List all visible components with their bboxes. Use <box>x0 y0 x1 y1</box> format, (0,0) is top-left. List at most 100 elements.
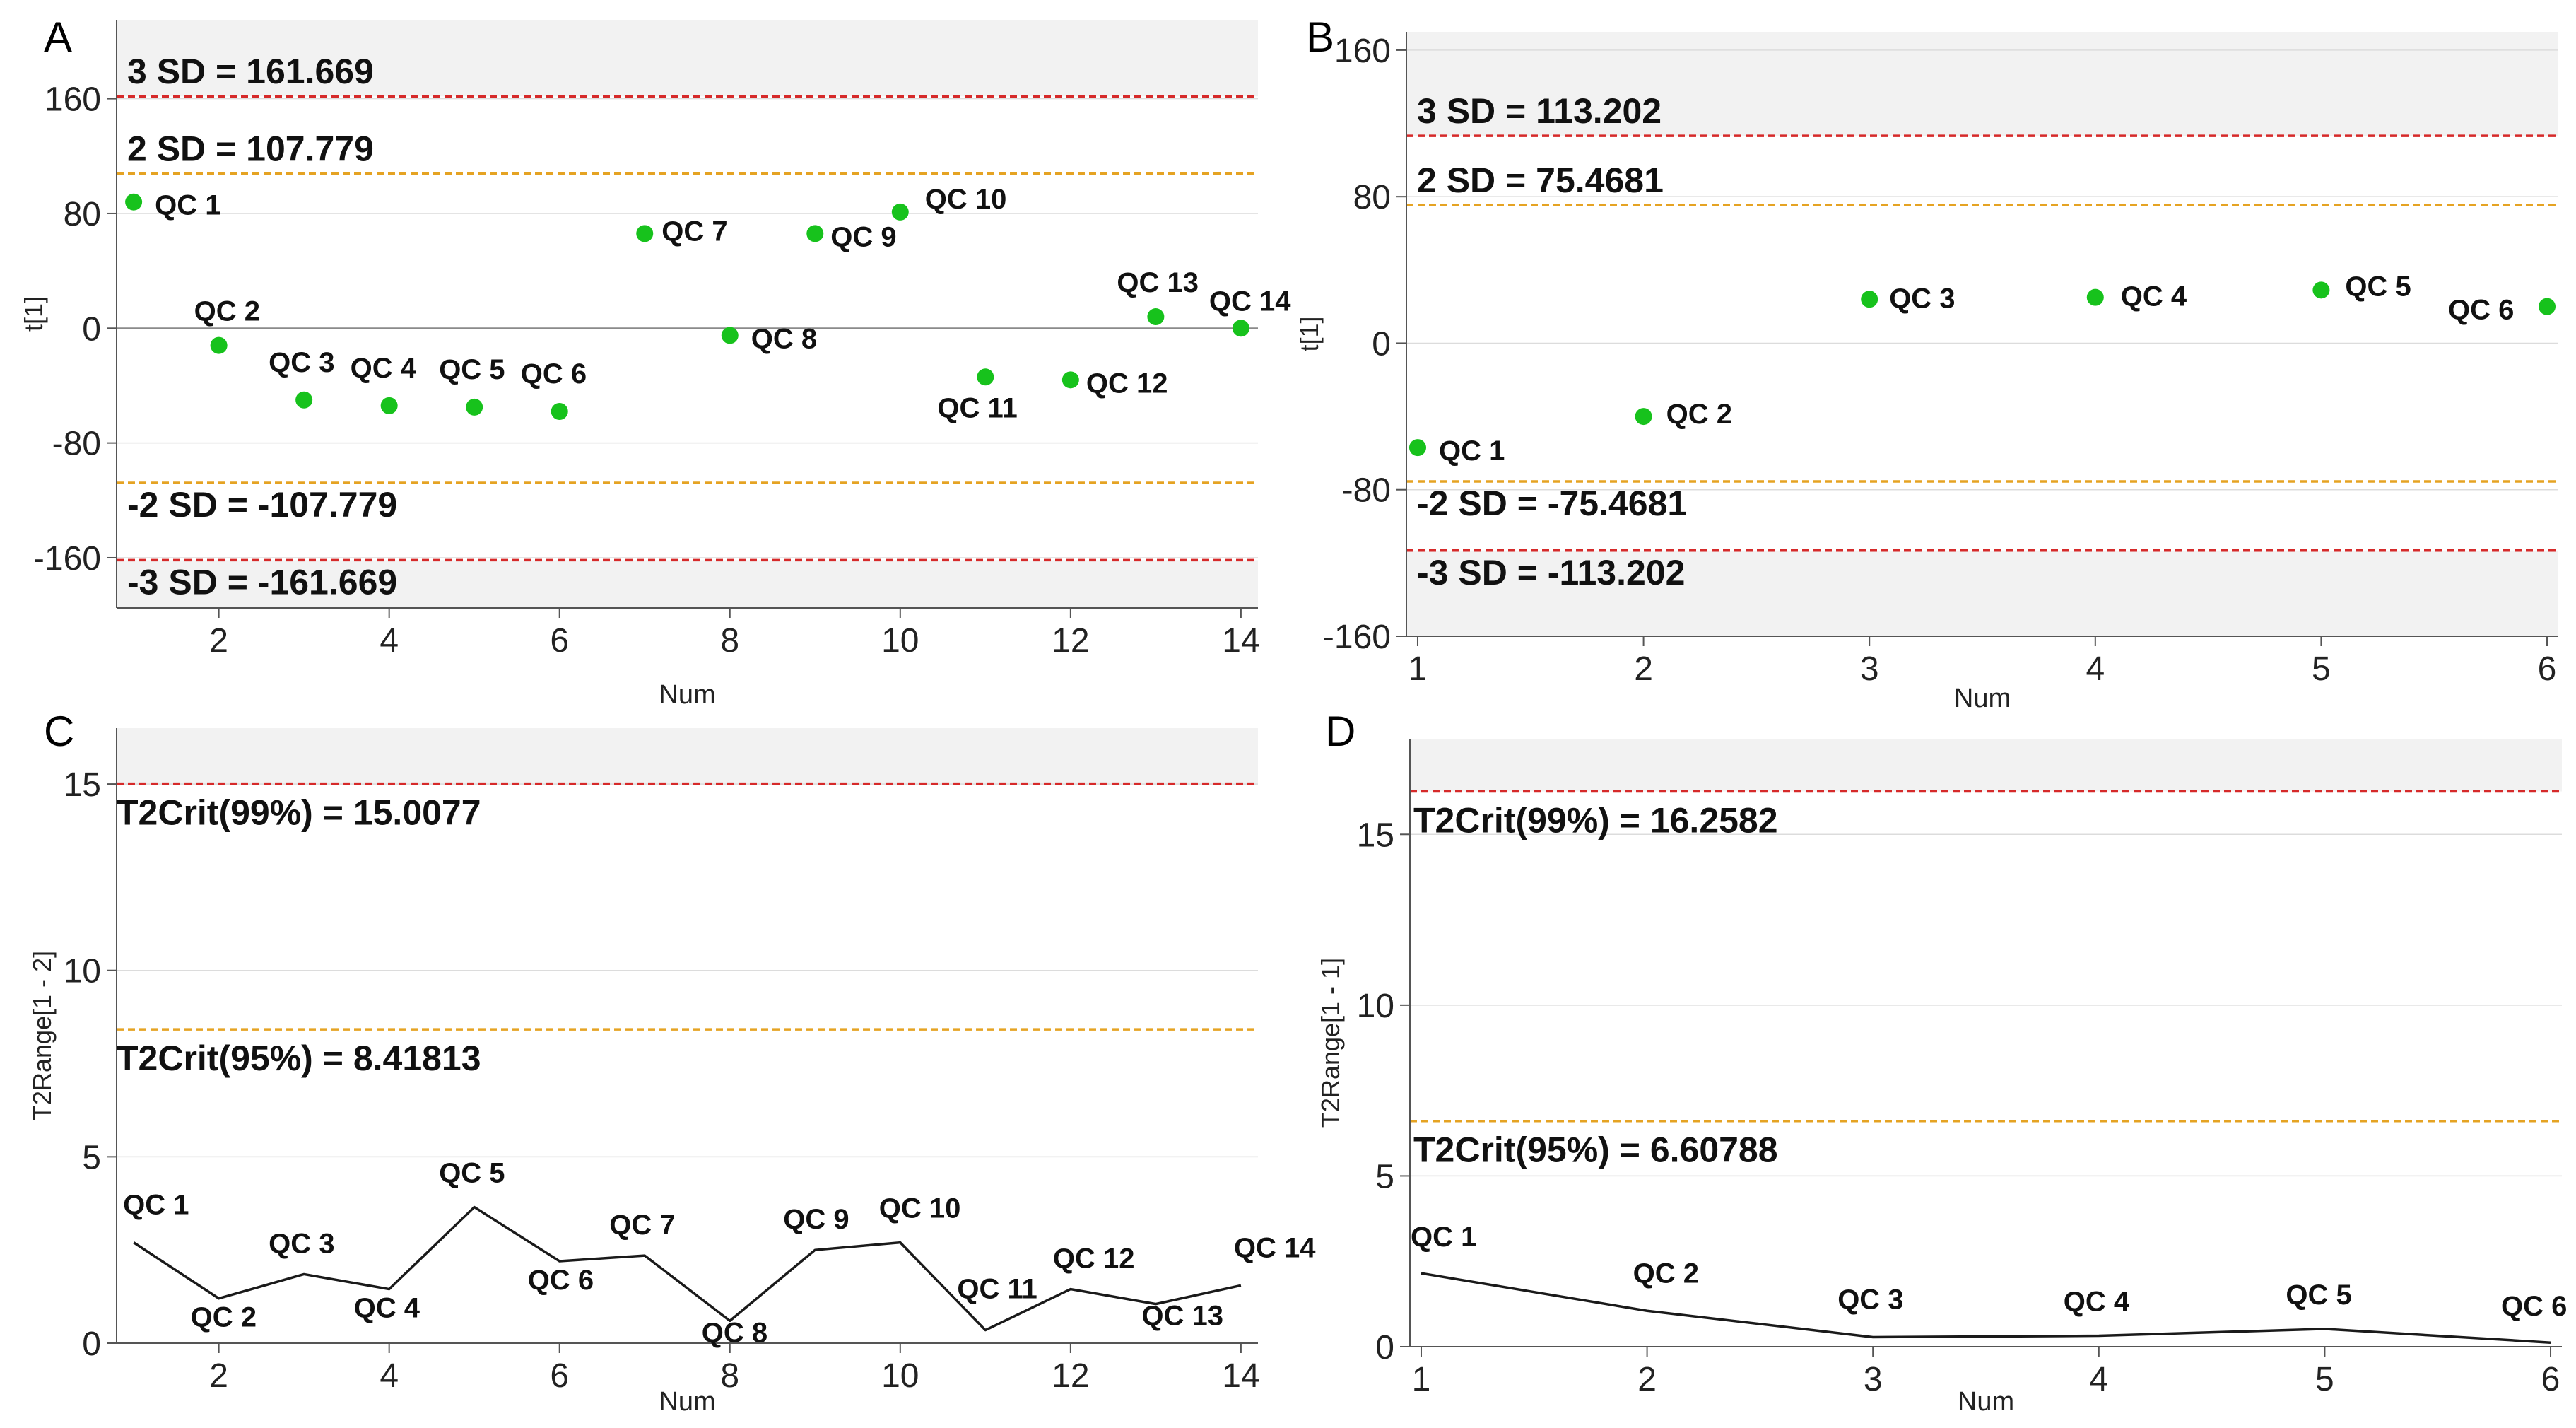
point-label: QC 3 <box>269 347 334 378</box>
y-tick-label: -160 <box>1323 619 1391 656</box>
x-tick-label: 4 <box>2089 1361 2108 1398</box>
series-line <box>133 1205 1242 1332</box>
x-tick-label: 2 <box>1637 1361 1657 1398</box>
x-tick-label: 4 <box>380 622 399 660</box>
x-axis-title: Num <box>659 1387 715 1417</box>
point-label: QC 12 <box>1053 1243 1135 1275</box>
reference-line-label: -2 SD = -107.779 <box>127 485 397 525</box>
point-label: QC 8 <box>751 323 817 354</box>
point-label: QC 10 <box>879 1193 961 1224</box>
point-label: QC 4 <box>351 353 417 384</box>
data-point <box>1635 408 1652 426</box>
point-label: QC 13 <box>1117 267 1199 298</box>
point-label: QC 5 <box>439 354 505 385</box>
reference-line-label: 2 SD = 107.779 <box>127 129 374 169</box>
point-label: QC 6 <box>521 358 587 390</box>
reference-line-label: 2 SD = 75.4681 <box>1417 160 1664 200</box>
panel-c: T2Crit(99%) = 15.0077 T2Crit(95%) = 8.418… <box>0 707 1316 1428</box>
x-axis-title: Num <box>1954 684 2011 713</box>
x-tick-label: 14 <box>1222 1357 1259 1395</box>
data-point <box>1408 439 1426 457</box>
y-tick-label: 5 <box>1375 1158 1394 1195</box>
shaded-band <box>1406 550 2558 636</box>
point-label: QC 5 <box>439 1158 505 1189</box>
data-point <box>380 397 398 414</box>
panel-d: T2Crit(99%) = 16.2582 T2Crit(95%) = 6.607… <box>1286 707 2576 1428</box>
point-label: QC 11 <box>937 392 1017 423</box>
point-label: QC 4 <box>2121 281 2187 312</box>
x-tick-label: 8 <box>720 622 739 660</box>
y-tick-label: 160 <box>45 81 101 119</box>
point-label: QC 1 <box>1411 1222 1476 1253</box>
y-tick-label: 160 <box>1334 33 1391 70</box>
plot-area <box>117 728 1258 1343</box>
x-tick-label: 1 <box>1412 1361 1431 1398</box>
y-axis-title: T2Range[1 - 1] <box>1316 958 1345 1128</box>
x-tick-label: 3 <box>1864 1361 1883 1398</box>
reference-line-label: -3 SD = -113.202 <box>1417 553 1685 592</box>
chart-svg-a: 3 SD = 161.669 2 SD = 107.779 -2 SD = -107… <box>19 20 1291 710</box>
point-label: QC 3 <box>1837 1284 1903 1315</box>
data-point <box>125 193 143 211</box>
y-tick-label: -160 <box>33 540 101 578</box>
x-tick-label: 6 <box>2541 1361 2560 1398</box>
data-point <box>1861 291 1878 308</box>
point-label: QC 1 <box>155 190 220 221</box>
point-label: QC 1 <box>123 1190 189 1221</box>
x-tick-label: 6 <box>2538 650 2557 688</box>
point-label: QC 11 <box>957 1274 1037 1305</box>
shaded-band <box>117 560 1258 608</box>
x-tick-label: 2 <box>209 622 228 660</box>
y-tick-label: 80 <box>64 196 101 233</box>
y-tick-label: -80 <box>52 426 101 463</box>
reference-line-label: 3 SD = 113.202 <box>1417 91 1662 131</box>
point-label: QC 7 <box>609 1210 675 1241</box>
shaded-band <box>117 20 1258 97</box>
x-tick-label: 8 <box>720 1357 739 1395</box>
point-label: QC 10 <box>925 184 1007 215</box>
reference-line-label: T2Crit(95%) = 6.60788 <box>1413 1130 1778 1170</box>
data-point <box>295 391 313 409</box>
x-tick-label: 12 <box>1052 1357 1089 1395</box>
reference-line-label: -2 SD = -75.4681 <box>1417 484 1687 523</box>
x-tick-label: 2 <box>1634 650 1653 688</box>
data-point <box>1147 308 1165 326</box>
chart-svg-d: T2Crit(99%) = 16.2582 T2Crit(95%) = 6.607… <box>1316 739 2567 1417</box>
point-label: QC 4 <box>2064 1287 2130 1318</box>
panel-a: 3 SD = 161.669 2 SD = 107.779 -2 SD = -107… <box>0 0 1291 714</box>
x-tick-label: 5 <box>2312 650 2331 688</box>
point-label: QC 6 <box>2448 295 2514 326</box>
y-tick-label: 80 <box>1353 179 1391 216</box>
point-label: QC 3 <box>269 1228 334 1259</box>
point-label: QC 2 <box>1633 1258 1699 1289</box>
data-point <box>1061 371 1079 389</box>
point-label: QC 13 <box>1141 1301 1223 1332</box>
x-tick-label: 4 <box>380 1357 399 1395</box>
reference-line-label: T2Crit(99%) = 16.2582 <box>1413 800 1778 840</box>
data-point <box>551 402 568 420</box>
point-label: QC 6 <box>528 1265 594 1296</box>
panel-letter-a: A <box>44 13 73 61</box>
panel-b: 3 SD = 113.202 2 SD = 75.4681 -2 SD = -75.… <box>1286 0 2576 714</box>
point-label: QC 1 <box>1439 435 1505 467</box>
x-tick-label: 5 <box>2315 1361 2334 1398</box>
point-label: QC 2 <box>191 1302 257 1333</box>
point-label: QC 9 <box>830 221 896 252</box>
point-label: QC 2 <box>1666 399 1732 430</box>
y-tick-label: 10 <box>1357 988 1394 1025</box>
x-tick-label: 6 <box>550 1357 569 1395</box>
point-label: QC 8 <box>702 1317 767 1348</box>
data-point <box>466 398 483 416</box>
y-tick-label: 0 <box>1372 325 1391 363</box>
point-label: QC 4 <box>354 1293 420 1324</box>
chart-svg-b: 3 SD = 113.202 2 SD = 75.4681 -2 SD = -75.… <box>1295 32 2558 713</box>
x-tick-label: 6 <box>550 622 569 660</box>
panel-letter-c: C <box>44 708 75 755</box>
x-tick-label: 1 <box>1408 650 1428 688</box>
data-point <box>2539 298 2556 315</box>
y-axis-title: T2Range[1 - 2] <box>28 951 57 1120</box>
shaded-band <box>1406 32 2558 136</box>
data-point <box>636 225 654 242</box>
data-point <box>806 225 824 242</box>
y-tick-label: 10 <box>64 953 101 990</box>
